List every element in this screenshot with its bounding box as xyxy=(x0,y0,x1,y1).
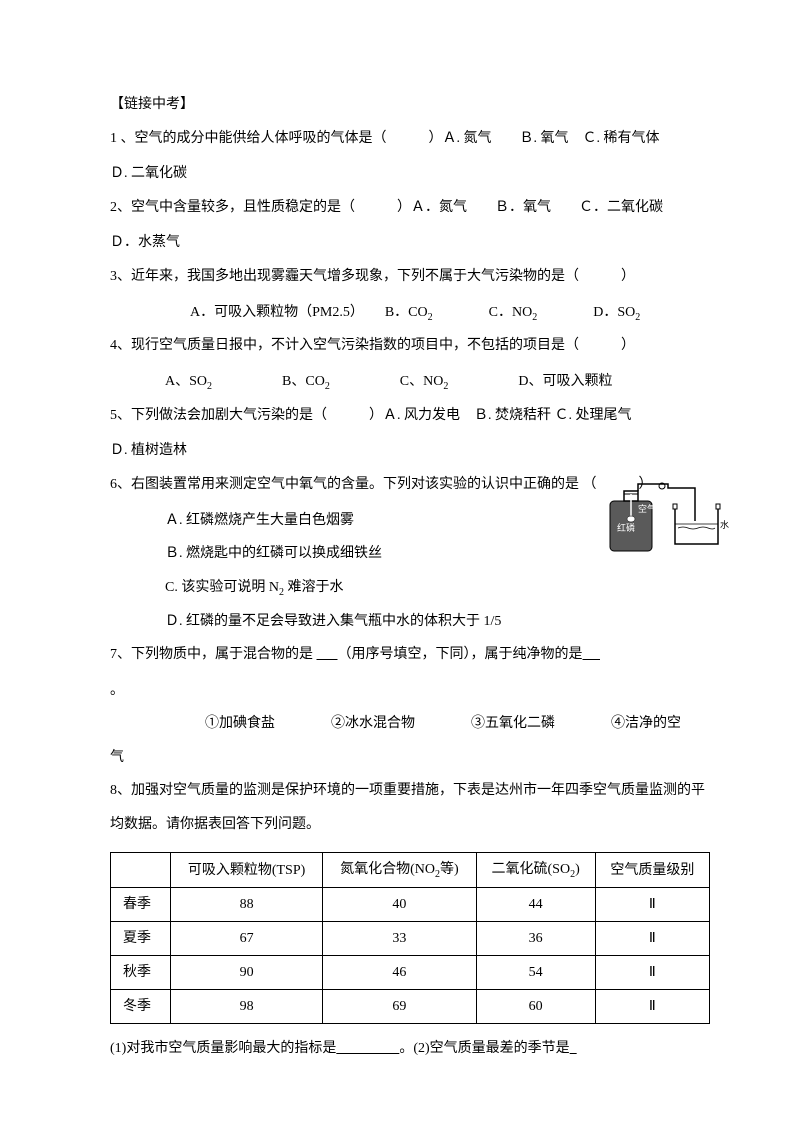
cell-no2: 69 xyxy=(323,990,476,1024)
cell-tsp: 67 xyxy=(171,922,323,956)
q1-line2: Ｄ. 二氧化碳 xyxy=(110,157,710,191)
q6-option-d: Ｄ. 红磷的量不足会导致进入集气瓶中水的体积大于 1/5 xyxy=(110,605,710,639)
q1-text: 1 、空气的成分中能供给人体呼吸的气体是（ ）Ａ. 氮气 Ｂ. 氧气 Ｃ. 稀有… xyxy=(110,131,660,146)
cell-tsp: 88 xyxy=(171,888,323,922)
question-4: 4、现行空气质量日报中，不计入空气污染指数的项目中，不包括的项目是（ ） xyxy=(110,329,710,363)
svg-text:红磷: 红磷 xyxy=(617,522,635,533)
q4-options: A、SO2 B、CO2 C、NO2 D、可吸入颗粒 xyxy=(110,365,710,399)
question-5: 5、下列做法会加剧大气污染的是（ ）Ａ. 风力发电 Ｂ. 焚烧秸秆 Ｃ. 处理尾… xyxy=(110,399,710,433)
header-blank xyxy=(111,852,171,888)
q5-line2: Ｄ. 植树造林 xyxy=(110,434,710,468)
q4-text: 4、现行空气质量日报中，不计入空气污染指数的项目中，不包括的项目是（ ） xyxy=(110,338,635,353)
header-tsp: 可吸入颗粒物(TSP) xyxy=(171,852,323,888)
cell-level: Ⅱ xyxy=(595,990,709,1024)
q7-items-line2: 气 xyxy=(110,741,710,775)
cell-season: 冬季 xyxy=(111,990,171,1024)
q7-mid: （用序号填空，下同），属于纯净物的是 xyxy=(338,647,583,662)
table-row: 春季 88 40 44 Ⅱ xyxy=(111,888,710,922)
q6-option-c: C. 该实验可说明 N2 难溶于水 xyxy=(110,571,710,605)
q8-sub2-blank xyxy=(570,1041,577,1056)
header-so2: 二氧化硫(SO2) xyxy=(476,852,595,888)
q8-sub1-blank xyxy=(336,1041,399,1056)
q7-period: 。 xyxy=(110,674,710,708)
question-2: 2、空气中含量较多，且性质稳定的是（ ）Ａ．氮气 Ｂ．氧气 Ｃ．二氧化碳 xyxy=(110,191,710,225)
cell-no2: 33 xyxy=(323,922,476,956)
table-row: 冬季 98 69 60 Ⅱ xyxy=(111,990,710,1024)
q3-text: 3、近年来，我国多地出现雾霾天气增多现象，下列不属于大气污染物的是（ ） xyxy=(110,269,635,284)
cell-tsp: 90 xyxy=(171,956,323,990)
cell-season: 夏季 xyxy=(111,922,171,956)
q7-blank1 xyxy=(317,647,338,662)
q8-sub1: (1)对我市空气质量影响最大的指标是 xyxy=(110,1041,336,1056)
cell-so2: 54 xyxy=(476,956,595,990)
q8-subquestions: (1)对我市空气质量影响最大的指标是 。(2)空气质量最差的季节是 xyxy=(110,1032,710,1066)
cell-no2: 46 xyxy=(323,956,476,990)
q7-blank2 xyxy=(583,647,601,662)
q2-text: 2、空气中含量较多，且性质稳定的是（ ）Ａ．氮气 Ｂ．氧气 Ｃ．二氧化碳 xyxy=(110,200,663,215)
q2-line2: Ｄ．水蒸气 xyxy=(110,226,710,260)
cell-level: Ⅱ xyxy=(595,888,709,922)
header-no2: 氮氧化合物(NO2等) xyxy=(323,852,476,888)
cell-so2: 44 xyxy=(476,888,595,922)
cell-so2: 36 xyxy=(476,922,595,956)
q6-text: 6、右图装置常用来测定空气中氧气的含量。下列对该实验的认识中正确的是 （ ） xyxy=(110,477,653,492)
q3-options: A．可吸入颗粒物（PM2.5） B．CO2 C．NO2 D．SO2 xyxy=(110,296,710,330)
table-row: 夏季 67 33 36 Ⅱ xyxy=(111,922,710,956)
cell-season: 秋季 xyxy=(111,956,171,990)
q5-text: 5、下列做法会加剧大气污染的是（ ）Ａ. 风力发电 Ｂ. 焚烧秸秆 Ｃ. 处理尾… xyxy=(110,408,632,423)
cell-no2: 40 xyxy=(323,888,476,922)
question-7: 7、下列物质中，属于混合物的是 （用序号填空，下同），属于纯净物的是 xyxy=(110,638,710,672)
experiment-diagram-icon: 空气 红磷 水 xyxy=(600,476,730,566)
cell-so2: 60 xyxy=(476,990,595,1024)
q8-text: 8、加强对空气质量的监测是保护环境的一项重要措施，下表是达州市一年四季空气质量监… xyxy=(110,783,705,832)
cell-level: Ⅱ xyxy=(595,922,709,956)
question-1: 1 、空气的成分中能供给人体呼吸的气体是（ ）Ａ. 氮气 Ｂ. 氧气 Ｃ. 稀有… xyxy=(110,122,710,156)
svg-text:水: 水 xyxy=(720,519,729,530)
air-quality-table: 可吸入颗粒物(TSP) 氮氧化合物(NO2等) 二氧化硫(SO2) 空气质量级别… xyxy=(110,852,710,1025)
header-level: 空气质量级别 xyxy=(595,852,709,888)
table-row: 秋季 90 46 54 Ⅱ xyxy=(111,956,710,990)
cell-tsp: 98 xyxy=(171,990,323,1024)
table-header-row: 可吸入颗粒物(TSP) 氮氧化合物(NO2等) 二氧化硫(SO2) 空气质量级别 xyxy=(111,852,710,888)
question-6-container: 6、右图装置常用来测定空气中氧气的含量。下列对该实验的认识中正确的是 （ ） Ａ… xyxy=(110,468,710,638)
section-title: 【链接中考】 xyxy=(110,88,710,122)
q7-items: ①加碘食盐 ②冰水混合物 ③五氧化二磷 ④洁净的空 xyxy=(110,707,710,741)
cell-level: Ⅱ xyxy=(595,956,709,990)
q8-sub2: 。(2)空气质量最差的季节是 xyxy=(399,1041,569,1056)
cell-season: 春季 xyxy=(111,888,171,922)
q7-before: 7、下列物质中，属于混合物的是 xyxy=(110,647,317,662)
question-3: 3、近年来，我国多地出现雾霾天气增多现象，下列不属于大气污染物的是（ ） xyxy=(110,260,710,294)
question-8: 8、加强对空气质量的监测是保护环境的一项重要措施，下表是达州市一年四季空气质量监… xyxy=(110,774,710,841)
svg-text:空气: 空气 xyxy=(638,503,656,514)
